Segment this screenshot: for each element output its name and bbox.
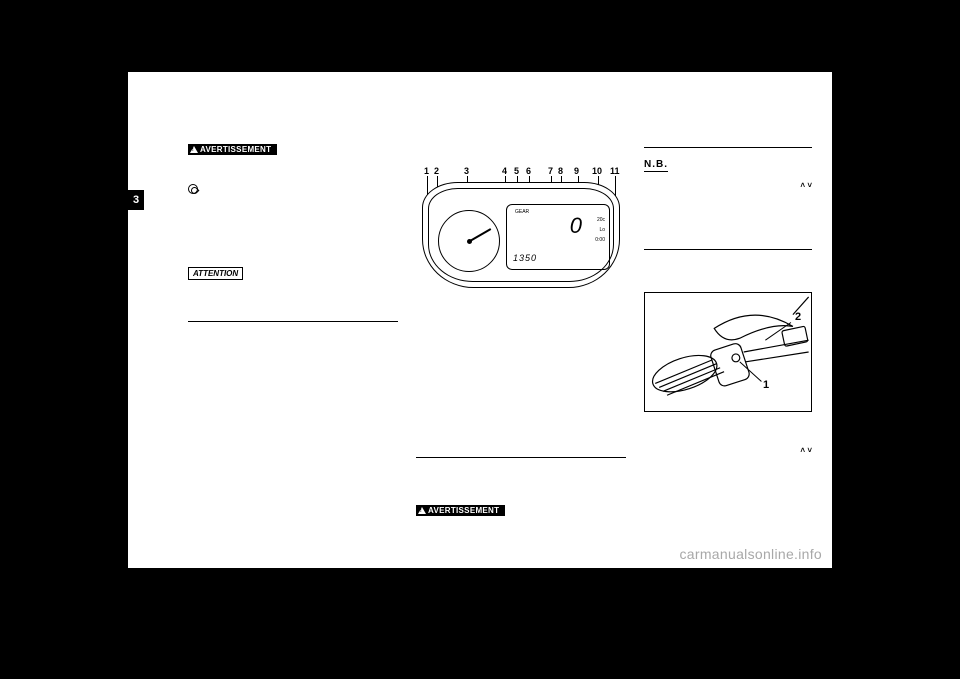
lcd-temp: 20c [595,215,605,225]
callout-5: 5 [514,166,519,176]
callout-2: 2 [434,166,439,176]
lcd-lo: Lo [595,225,605,235]
callout-1: 1 [424,166,429,176]
callout-10: 10 [592,166,602,176]
warning-text: AVERTISSEMENT [428,506,499,515]
watermark: carmanualsonline.info [680,546,823,562]
nb-label: N.B. [644,159,668,172]
lcd-time: 0:00 [595,235,605,245]
divider [644,249,812,250]
callout-3: 3 [464,166,469,176]
column-1: AVERTISSEMENT ATTENTION [188,137,398,322]
callout-7: 7 [548,166,553,176]
lcd-top-label: GEAR [515,209,529,215]
eco-icon [188,184,198,194]
callout-4: 4 [502,166,507,176]
callout-bar-2: 2 [795,311,801,323]
divider [644,147,812,148]
handlebar-illustration: 1 2 [644,292,812,412]
handlebar-svg [645,293,811,411]
callout-6: 6 [526,166,531,176]
tachometer [438,210,500,272]
warning-icon [190,146,198,153]
callout-9: 9 [574,166,579,176]
warning-text: AVERTISSEMENT [200,145,271,154]
up-down-icon: ˄ ˅ [800,181,812,190]
manual-page: 3 AVERTISSEMENT ATTENTION AVERTISSEMENT … [128,72,832,568]
warning-label: AVERTISSEMENT [188,144,277,155]
warning-icon [418,507,426,514]
up-down-icon: ˄ ˅ [800,446,812,455]
callout-bar-1: 1 [763,379,769,391]
lcd-gear: 0 [570,213,581,239]
dashboard-illustration: 1 2 3 4 5 6 7 8 9 10 11 GEAR 0 1350 20c [416,164,626,294]
divider [416,457,626,458]
tacho-center [467,239,472,244]
warning-label: AVERTISSEMENT [416,505,505,516]
section-tab: 3 [128,190,144,210]
divider [188,321,398,322]
callout-8: 8 [558,166,563,176]
lcd-speed: 1350 [513,253,537,263]
lcd-display: GEAR 0 1350 20c Lo 0:00 [506,204,610,270]
lcd-side-readouts: 20c Lo 0:00 [595,215,605,245]
callout-11: 11 [610,166,620,176]
attention-label: ATTENTION [188,267,243,280]
